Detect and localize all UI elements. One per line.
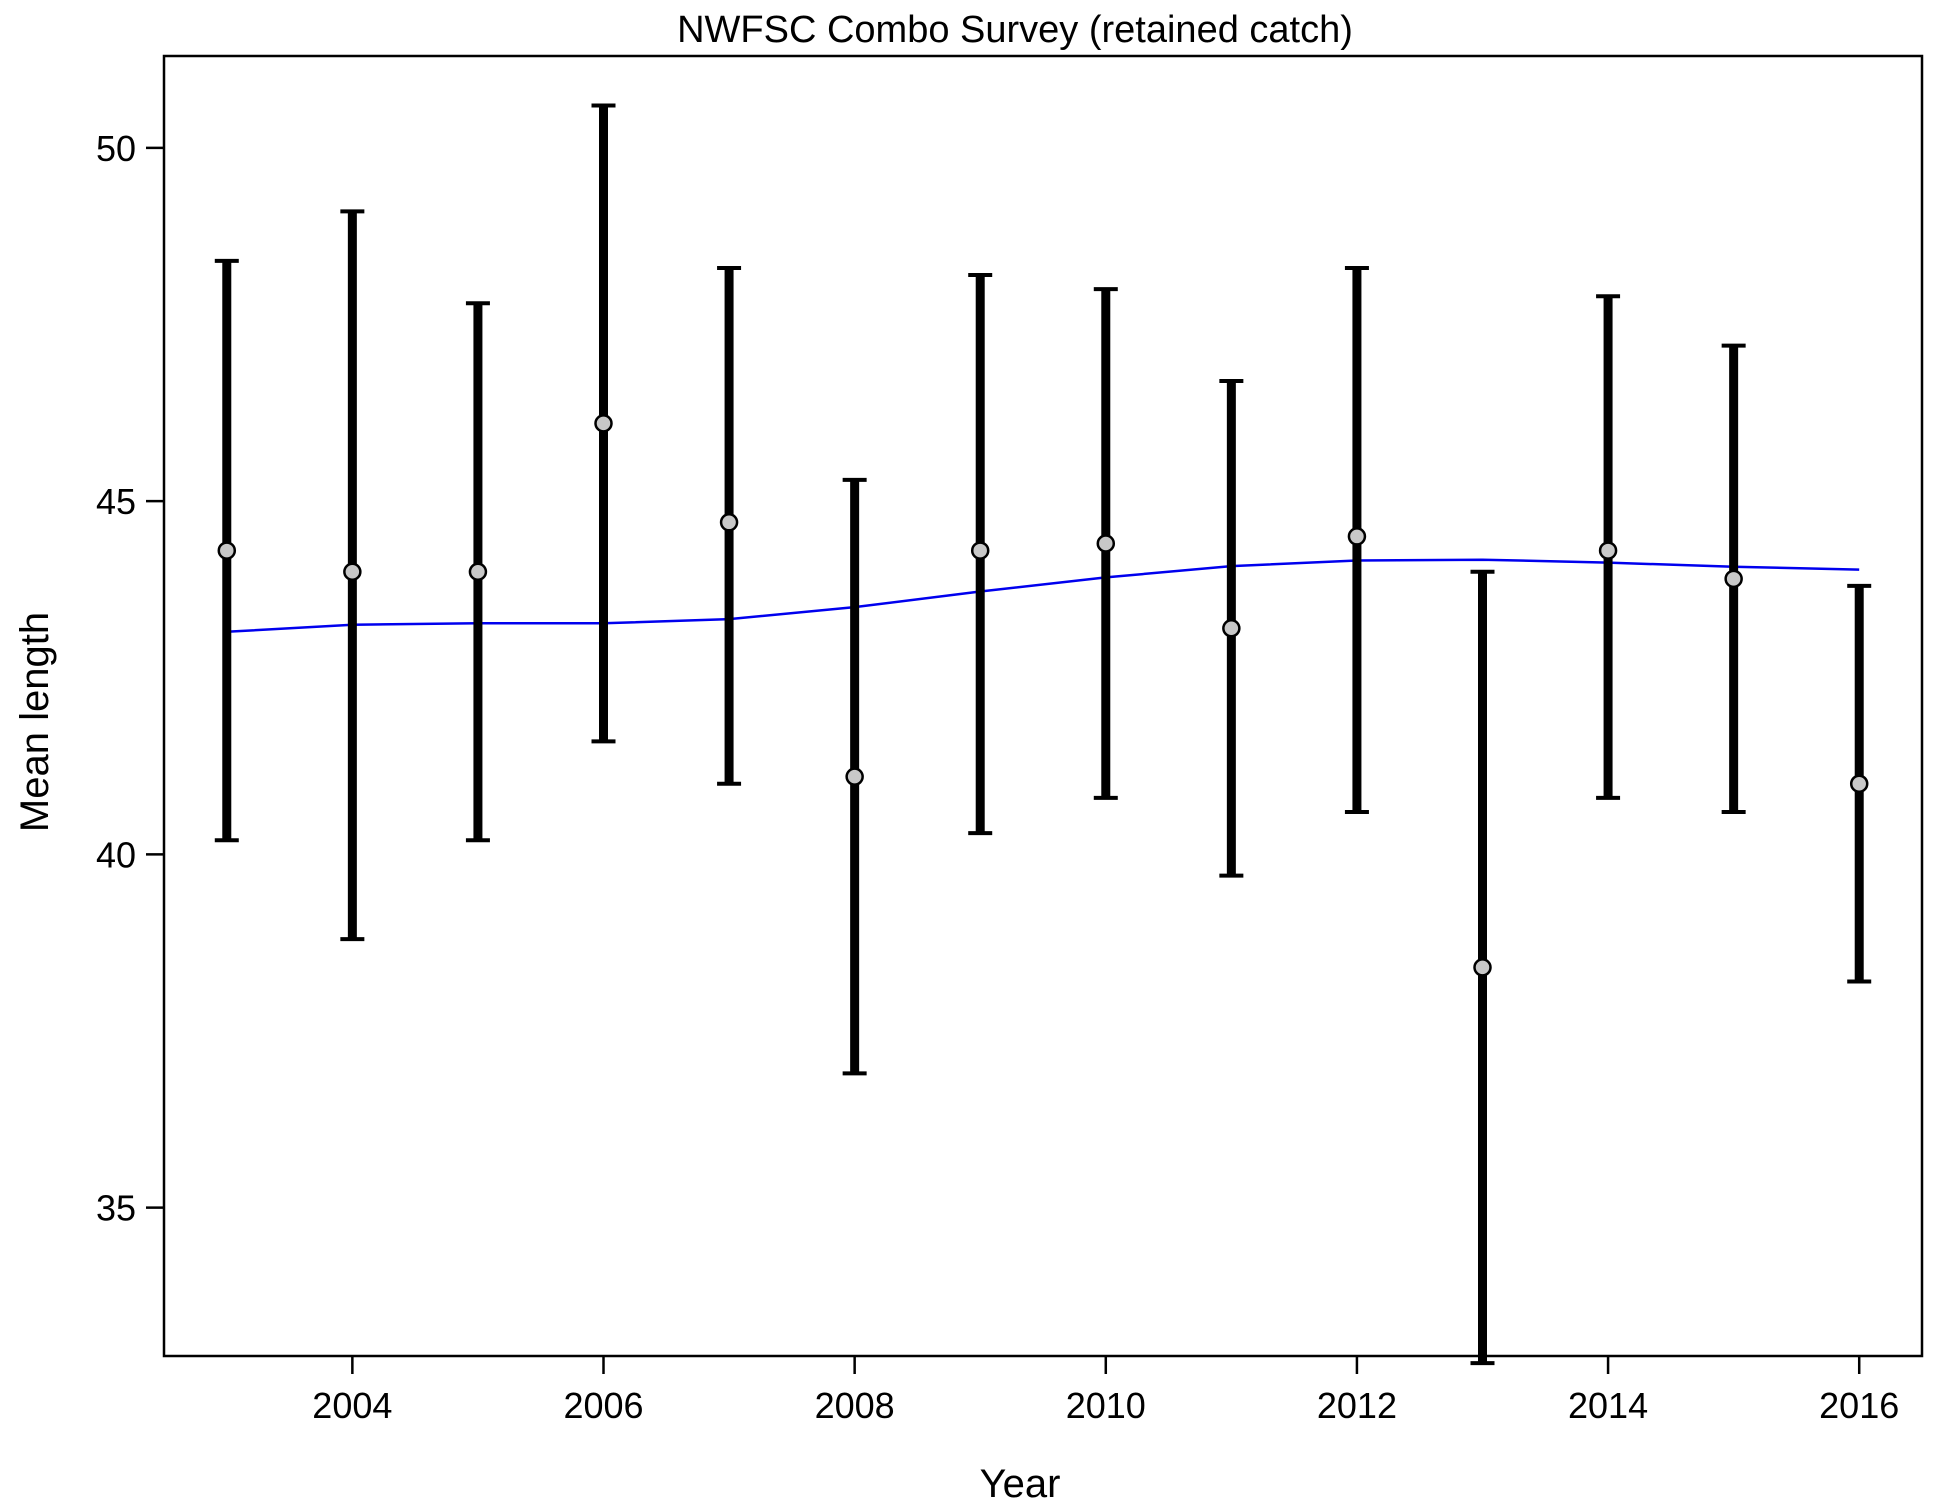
point-layer (217, 414, 1869, 977)
x-tick-label: 2016 (1819, 1385, 1899, 1426)
y-tick-label: 50 (96, 128, 136, 169)
y-tick-label: 35 (96, 1188, 136, 1229)
x-tick-label: 2014 (1568, 1385, 1648, 1426)
data-point (1096, 534, 1116, 553)
data-point (1724, 569, 1743, 589)
data-point (1222, 619, 1241, 638)
y-tick-label: 45 (96, 481, 136, 522)
x-tick-label: 2010 (1066, 1385, 1146, 1426)
x-axis-label: Year (980, 1462, 1061, 1500)
data-point (1473, 958, 1492, 977)
x-tick-label: 2004 (312, 1385, 392, 1426)
errorbar-layer (214, 103, 1872, 1366)
chart-title: NWFSC Combo Survey (retained catch) (677, 9, 1353, 51)
data-point (719, 513, 739, 532)
data-point (468, 562, 488, 582)
y-tick-label: 40 (96, 834, 136, 875)
data-point (970, 541, 990, 560)
trend-layer (226, 558, 1860, 634)
y-axis: 35 40 45 50 (96, 128, 164, 1229)
x-axis: 2004 2006 2008 2010 2012 2014 2016 (312, 1356, 1899, 1426)
data-point (217, 541, 237, 560)
plot-frame (162, 54, 1924, 1358)
data-point (1347, 527, 1367, 546)
data-point (845, 767, 864, 786)
data-point (343, 562, 362, 582)
data-point (1598, 541, 1618, 560)
trend-line (226, 558, 1860, 634)
data-point (594, 414, 613, 433)
x-tick-label: 2008 (815, 1385, 895, 1426)
data-point (1849, 774, 1869, 793)
x-tick-label: 2006 (563, 1385, 643, 1426)
y-axis-label: Mean length (13, 612, 57, 832)
x-tick-label: 2012 (1317, 1385, 1397, 1426)
